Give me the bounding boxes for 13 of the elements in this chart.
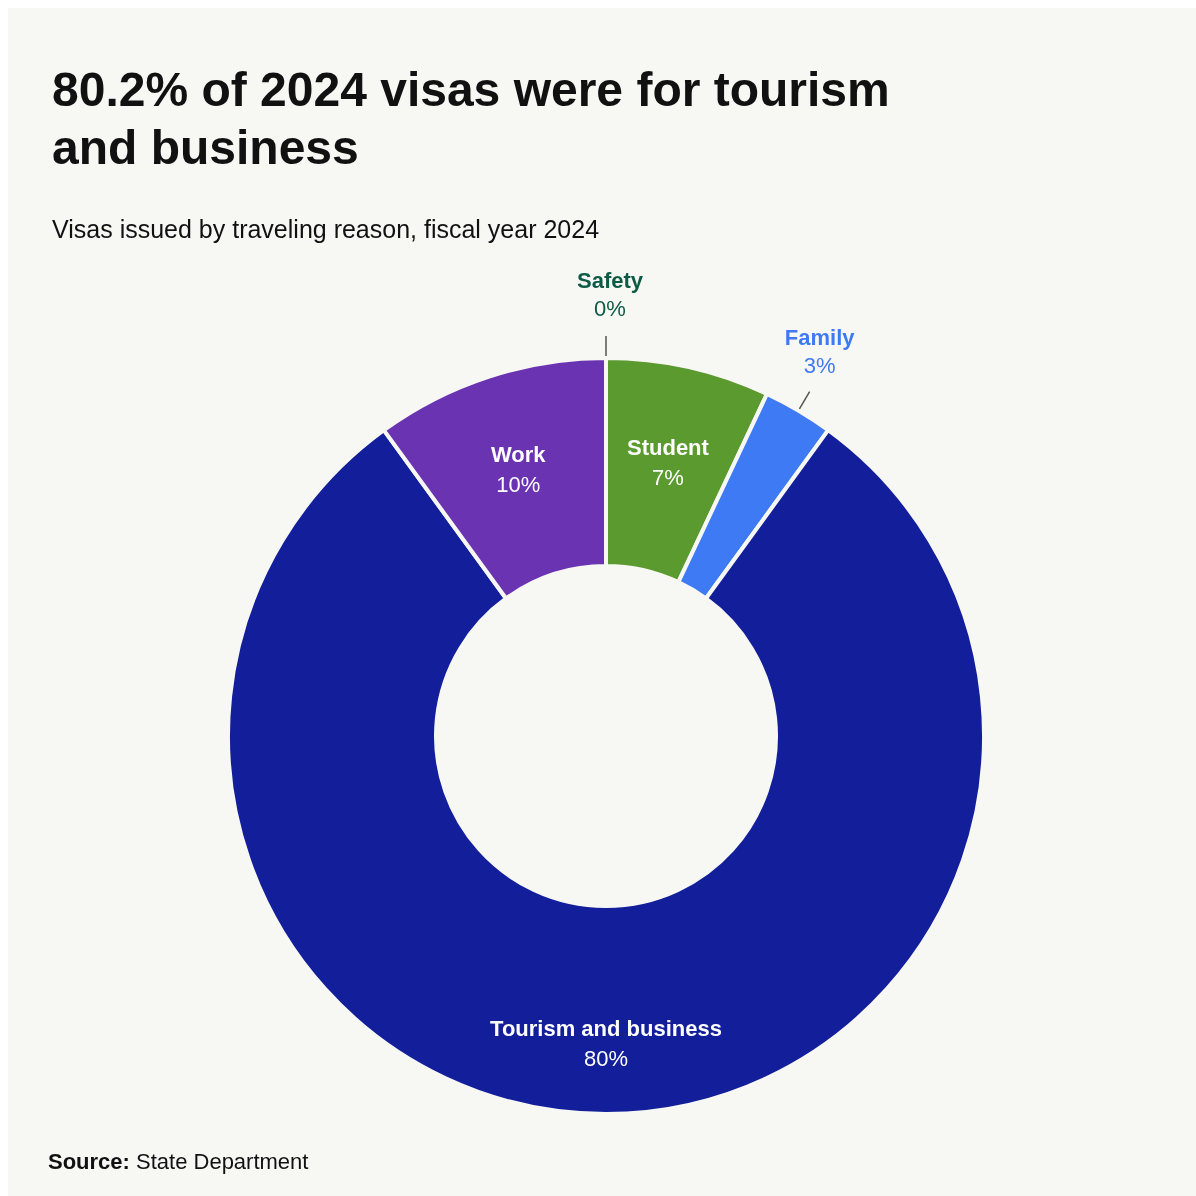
source-note: Source: State Department — [48, 1149, 309, 1174]
slice-label: Student — [627, 434, 710, 460]
data-label: 7% — [652, 464, 684, 490]
chart-title: 80.2% of 2024 visas were for tourism and business — [52, 63, 890, 174]
slice-label: Work — [490, 441, 547, 467]
data-label: 10% — [496, 471, 541, 497]
data-label: 3% — [803, 353, 836, 379]
text: 0% — [594, 296, 626, 321]
category-label: Safety — [576, 268, 644, 293]
slice-label: Family — [784, 325, 856, 351]
chart-subtitle: Visas issued by traveling reason, fiscal year 2024 — [52, 215, 600, 243]
data-label: 80% — [583, 1046, 629, 1071]
slice-label: Tourism and business — [490, 1016, 722, 1041]
